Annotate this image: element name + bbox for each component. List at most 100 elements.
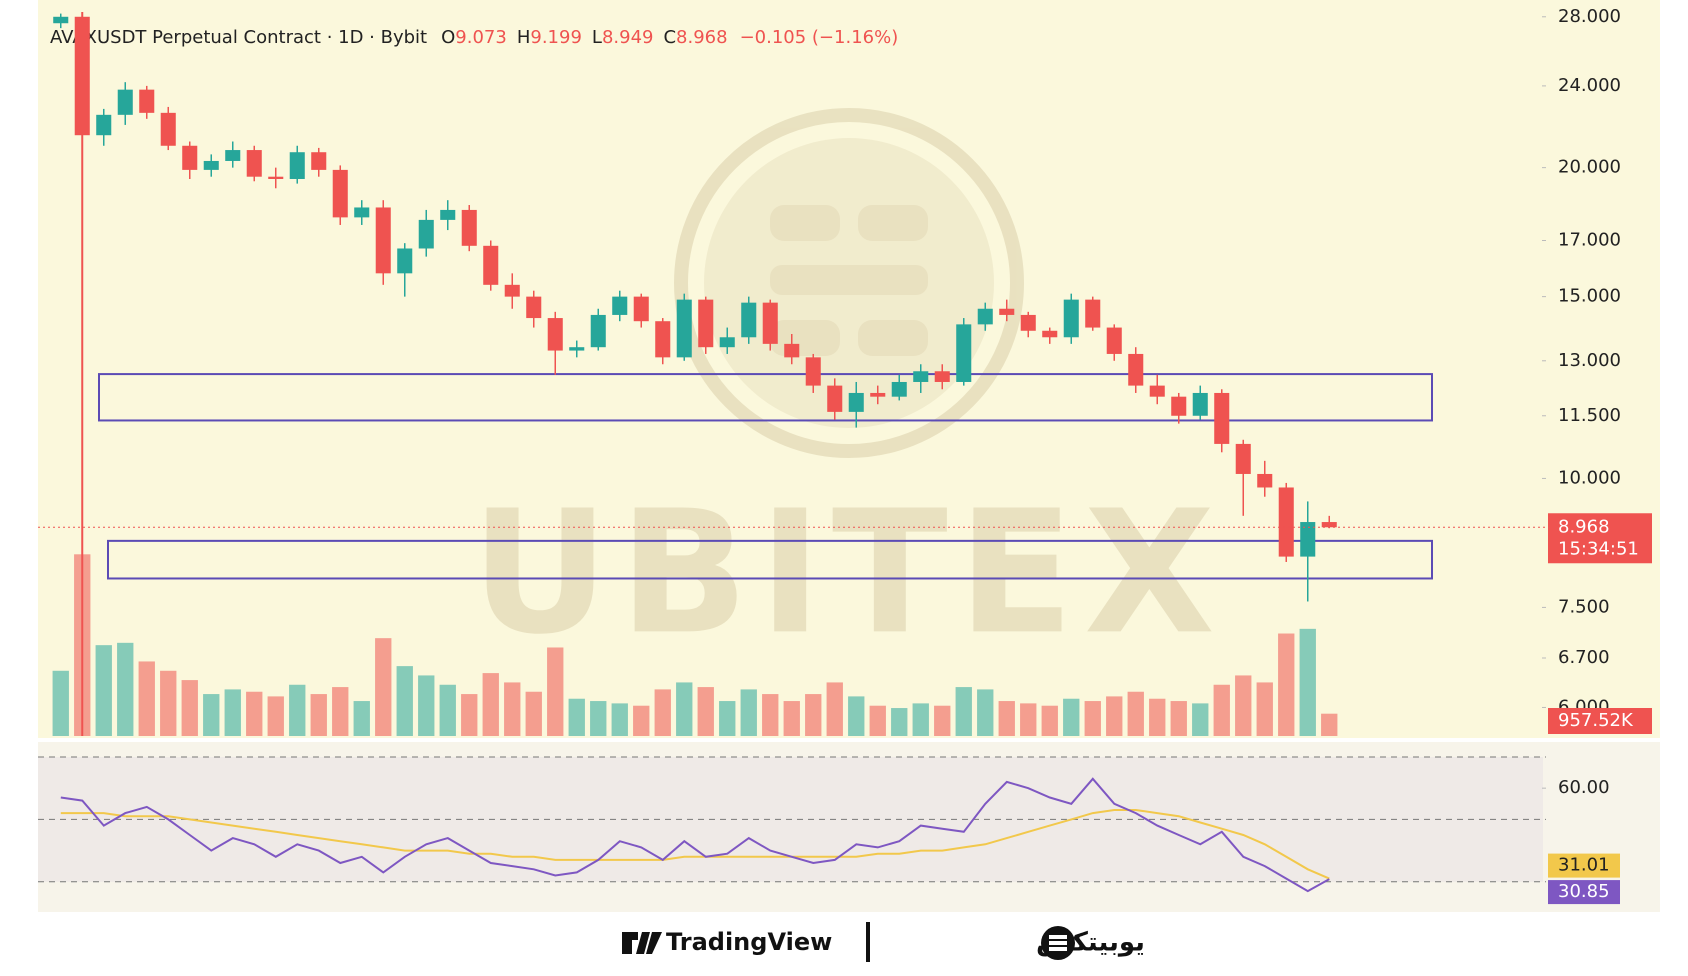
volume-bar bbox=[1256, 682, 1273, 736]
volume-bar bbox=[869, 705, 886, 736]
volume-bar bbox=[676, 682, 693, 736]
rsi-ma-tag bbox=[1548, 853, 1620, 878]
candle-body bbox=[461, 209, 477, 246]
candle-body bbox=[1128, 353, 1144, 386]
volume-bar bbox=[353, 701, 370, 736]
volume-bar bbox=[310, 694, 327, 736]
candle-body bbox=[870, 392, 886, 397]
candle-body bbox=[655, 321, 671, 358]
volume-bar bbox=[117, 642, 134, 736]
volume-bar bbox=[1127, 691, 1144, 736]
volume-bar bbox=[934, 705, 951, 736]
candle-body bbox=[1106, 327, 1122, 354]
volume-bar bbox=[740, 689, 757, 736]
volume-bar bbox=[246, 691, 263, 736]
footer-left: TradingView bbox=[666, 928, 832, 956]
volume-bar bbox=[848, 696, 865, 736]
volume-bar bbox=[826, 682, 843, 736]
volume-bar bbox=[1084, 701, 1101, 736]
volume-bar bbox=[1321, 713, 1338, 736]
volume-bar bbox=[568, 698, 585, 736]
candle-body bbox=[1171, 396, 1187, 416]
volume-bar bbox=[1106, 696, 1123, 736]
ubitex-logo bbox=[1041, 926, 1075, 960]
volume-bar bbox=[375, 638, 392, 736]
candle-body bbox=[1300, 522, 1316, 557]
volume-bar bbox=[1192, 703, 1209, 736]
rsi-ma-line bbox=[60, 809, 1330, 880]
y-tick-label: 7.500 bbox=[1558, 596, 1610, 617]
volume-bar bbox=[805, 694, 822, 736]
volume-bar bbox=[461, 694, 478, 736]
volume-bar bbox=[504, 682, 521, 736]
candle-body bbox=[612, 296, 628, 315]
watermark-text: UBITEX bbox=[471, 474, 1225, 672]
candle-body bbox=[1063, 299, 1079, 338]
volume-bar bbox=[396, 666, 413, 736]
candle-body bbox=[1257, 473, 1273, 488]
main-pane bbox=[38, 0, 1660, 738]
y-tick-label: 13.000 bbox=[1558, 350, 1621, 371]
y-tick-label: 20.000 bbox=[1558, 157, 1621, 178]
legend-key: O bbox=[441, 27, 455, 48]
volume-bar bbox=[1020, 703, 1037, 736]
candle-body bbox=[289, 152, 305, 179]
volume-bar bbox=[224, 689, 241, 736]
volume-bar bbox=[547, 647, 564, 736]
volume-bar bbox=[138, 661, 155, 736]
y-tick-label: 10.000 bbox=[1558, 467, 1621, 488]
legend-value: 9.073 bbox=[455, 27, 507, 48]
volume-bar bbox=[697, 687, 714, 736]
candle-body bbox=[547, 318, 563, 351]
volume-bar bbox=[1170, 701, 1187, 736]
volume-bar bbox=[1063, 698, 1080, 736]
volume-bar bbox=[891, 708, 908, 736]
legend-value: 9.199 bbox=[530, 27, 582, 48]
candle-body bbox=[590, 314, 606, 348]
candle-body bbox=[1149, 385, 1165, 397]
candle-body bbox=[268, 176, 284, 179]
legend-key: H bbox=[517, 27, 531, 48]
candle-body bbox=[891, 381, 907, 397]
y-tick-label: 17.000 bbox=[1558, 230, 1621, 251]
volume-tag-label: 957.52K bbox=[1558, 710, 1634, 731]
candle-body bbox=[117, 89, 133, 115]
candle-body bbox=[1085, 299, 1101, 328]
candle-body bbox=[569, 347, 585, 351]
candle-body bbox=[332, 169, 348, 218]
rsi-ma-tag-value: 31.01 bbox=[1558, 855, 1610, 876]
candle-body bbox=[354, 207, 370, 218]
volume-tag bbox=[1548, 708, 1652, 734]
volume-bar bbox=[783, 701, 800, 736]
zone bbox=[98, 373, 1433, 422]
candle-body bbox=[504, 284, 520, 297]
candle-body bbox=[999, 308, 1015, 315]
candle-body bbox=[139, 89, 155, 113]
legend-key: C bbox=[663, 27, 676, 48]
volume-bar bbox=[977, 689, 994, 736]
candle-body bbox=[1278, 487, 1294, 557]
volume-bar bbox=[654, 689, 671, 736]
candle-body bbox=[526, 296, 542, 319]
candle-body bbox=[1192, 392, 1208, 416]
candle-body bbox=[225, 150, 241, 161]
candle-body bbox=[1042, 330, 1058, 338]
volume-bar bbox=[95, 645, 112, 736]
candle-body bbox=[96, 114, 112, 136]
candle-body bbox=[1321, 522, 1337, 528]
volume-bar bbox=[1149, 698, 1166, 736]
legend-key: L bbox=[592, 27, 602, 48]
volume-bar bbox=[1299, 628, 1316, 736]
candle-body bbox=[1020, 314, 1036, 331]
candle-body bbox=[397, 248, 413, 274]
rsi-line bbox=[60, 777, 1330, 893]
candle-body bbox=[848, 392, 864, 412]
candle-body bbox=[1214, 392, 1230, 444]
rsi-tag-value: 30.85 bbox=[1558, 881, 1610, 902]
volume-bar bbox=[160, 670, 177, 736]
candle-body bbox=[719, 337, 735, 348]
zone bbox=[107, 539, 1433, 580]
candle-body bbox=[53, 16, 69, 24]
volume-bar bbox=[525, 691, 542, 736]
volume-bar bbox=[482, 673, 499, 736]
